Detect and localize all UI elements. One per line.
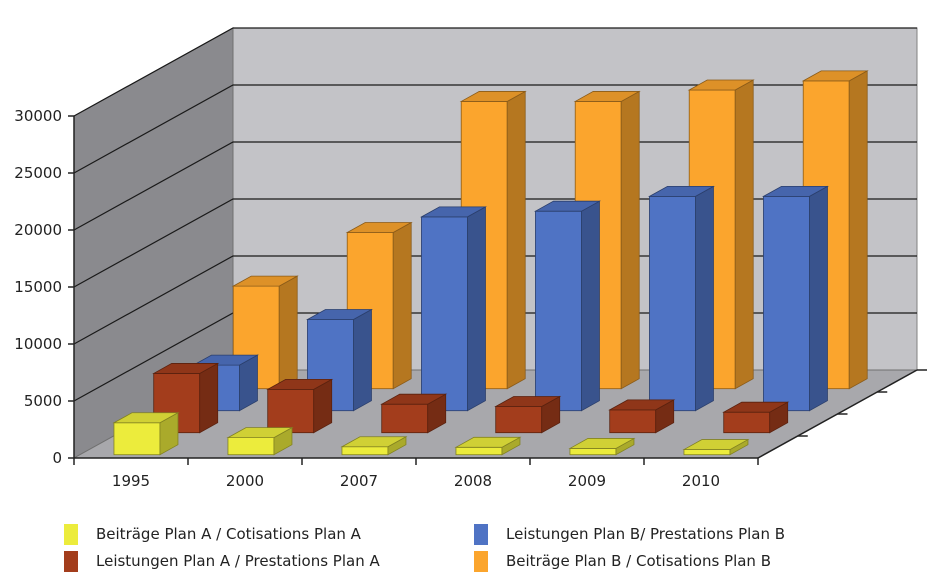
bar <box>722 401 790 434</box>
bar-top <box>231 275 299 287</box>
bar-top <box>682 439 750 450</box>
x-tick-label: 2007 <box>340 472 378 490</box>
bar-side <box>467 206 486 412</box>
legend-swatch <box>64 550 78 572</box>
y-tick-label: 25000 <box>14 164 62 182</box>
bar-top <box>801 70 869 82</box>
bar-side <box>695 185 714 412</box>
bar-top <box>568 438 636 449</box>
axes: 0 5000 10000 15000 20000 25000 30000 1995 2000 20… <box>14 107 927 490</box>
bar-top <box>340 436 408 448</box>
bars <box>112 70 869 456</box>
bar-front <box>341 446 389 456</box>
bar-front <box>267 388 315 434</box>
bar-side <box>199 362 219 434</box>
legend-swatch <box>64 523 78 545</box>
bar-side <box>734 79 754 390</box>
bar <box>647 185 716 412</box>
bar-front <box>455 446 503 456</box>
bar-side <box>581 200 600 412</box>
legend-label: Leistungen Plan A / Prestations Plan A <box>96 552 380 570</box>
bar-front <box>723 411 771 434</box>
legend-swatch <box>474 523 488 545</box>
bar-front <box>113 422 161 456</box>
bar-top <box>226 427 294 439</box>
bar <box>761 185 830 412</box>
bar-top <box>419 206 488 218</box>
bar-top <box>761 185 830 197</box>
gridline <box>73 27 917 117</box>
bar-top <box>533 200 602 212</box>
bar-top <box>459 91 527 102</box>
bar-top <box>687 79 755 91</box>
legend-item-series-3: Leistungen Plan B/ Prestations Plan B <box>474 522 785 546</box>
bar-front <box>535 210 582 412</box>
bar <box>533 200 602 412</box>
bar-top <box>494 396 562 407</box>
bar-side <box>506 90 526 390</box>
y-tick-label: 0 <box>52 449 62 467</box>
bar <box>568 437 636 456</box>
x-tick-label: 2000 <box>226 472 264 490</box>
bar <box>226 426 294 456</box>
bar-top <box>454 436 522 448</box>
bar-side <box>278 275 298 390</box>
bar <box>494 395 562 434</box>
bar-front <box>683 449 731 456</box>
bar-front <box>421 216 468 412</box>
chart-canvas: 0 5000 10000 15000 20000 25000 30000 1995 2000 20… <box>14 27 927 490</box>
gridline <box>73 84 917 174</box>
y-tick-label: 15000 <box>14 278 62 296</box>
legend-swatch <box>474 550 488 572</box>
bar-top <box>112 412 180 424</box>
x-tick-label: 2008 <box>454 472 492 490</box>
bar-side <box>392 221 412 390</box>
bar-front <box>609 409 657 434</box>
y-tick-label: 10000 <box>14 335 62 353</box>
bar-top <box>266 378 334 390</box>
legend-item-series-2: Leistungen Plan A / Prestations Plan A <box>64 549 380 573</box>
bar <box>112 412 180 456</box>
y-tick-label: 30000 <box>14 107 62 125</box>
bar-side <box>848 70 868 390</box>
bar-front <box>569 448 617 456</box>
bar-side <box>620 90 640 390</box>
y-tick-label: 5000 <box>24 392 62 410</box>
bar <box>608 399 676 434</box>
x-tick-label: 2009 <box>568 472 606 490</box>
bar-side <box>809 185 828 412</box>
bar-top <box>191 354 260 366</box>
bar <box>419 206 488 412</box>
bar-front <box>649 195 696 412</box>
bar-top <box>722 401 790 413</box>
legend-label: Beiträge Plan B / Cotisations Plan B <box>506 552 771 570</box>
bar <box>340 436 408 456</box>
x-tick-label: 1995 <box>112 472 150 490</box>
legend-label: Leistungen Plan B/ Prestations Plan B <box>506 525 786 543</box>
bar-top <box>305 309 374 320</box>
y-tick-label: 20000 <box>14 221 62 239</box>
bar-top <box>573 91 641 102</box>
bar-front <box>227 437 275 456</box>
bar <box>682 438 750 456</box>
bar <box>380 393 448 434</box>
x-tick-label: 2010 <box>682 472 720 490</box>
bar-top <box>152 363 220 374</box>
bar-front <box>381 403 429 434</box>
bar-top <box>647 185 716 197</box>
legend-item-series-1: Beiträge Plan A / Cotisations Plan A <box>64 522 361 546</box>
legend: Beiträge Plan A / Cotisations Plan A Lei… <box>64 522 924 576</box>
bar <box>266 378 334 434</box>
legend-item-series-4: Beiträge Plan B / Cotisations Plan B <box>474 549 771 573</box>
bar-top <box>380 393 448 405</box>
bar-top <box>345 222 413 233</box>
bar-front <box>495 406 543 434</box>
bar <box>454 436 522 456</box>
bar-top <box>608 399 676 411</box>
bar-front <box>763 195 810 412</box>
legend-label: Beiträge Plan A / Cotisations Plan A <box>96 525 361 543</box>
bar-side <box>353 308 372 412</box>
